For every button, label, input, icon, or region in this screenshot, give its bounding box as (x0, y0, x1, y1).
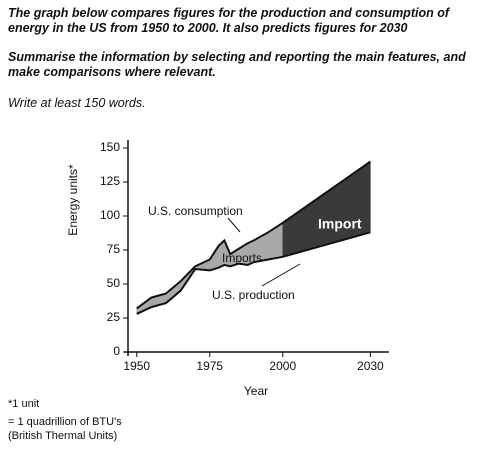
y-tick-label: 100 (100, 208, 120, 222)
arrow (261, 263, 301, 287)
y-tick-label: 25 (107, 310, 121, 324)
footnote: *1 unit (8, 398, 40, 410)
y-tick-label: 75 (107, 242, 121, 256)
word-limit: Write at least 150 words. (8, 96, 146, 110)
series-line (136, 160, 371, 310)
y-tick-label: 150 (100, 140, 120, 154)
chart: Energy units* Year 0 25 50 75 100 125 150 1950 1… (66, 140, 389, 398)
x-axis-label: Year (244, 384, 268, 398)
series-label: U.S. production (212, 288, 295, 302)
area (282, 161, 371, 258)
annotation: Imports (222, 251, 262, 265)
footnote: (British Thermal Units) (8, 430, 118, 442)
x-tick-label: 2000 (269, 359, 296, 373)
x-tick-label: 1950 (123, 359, 150, 373)
series-line (136, 231, 371, 315)
arrow (227, 217, 241, 233)
y-axis-label: Energy units* (66, 164, 80, 236)
series-label: U.S. consumption (148, 204, 243, 218)
instruction: Summarise the information by selecting a… (8, 50, 466, 79)
x-tick-label: 1975 (196, 359, 223, 373)
x-tick-label: 2030 (357, 359, 384, 373)
annotation: Import (318, 216, 362, 232)
footnote: = 1 quadrillion of BTU's (8, 416, 122, 428)
y-tick-label: 50 (107, 276, 121, 290)
prompt: The graph below compares figures for the… (8, 6, 449, 35)
y-tick-label: 125 (100, 174, 120, 188)
y-tick-label: 0 (113, 344, 120, 358)
